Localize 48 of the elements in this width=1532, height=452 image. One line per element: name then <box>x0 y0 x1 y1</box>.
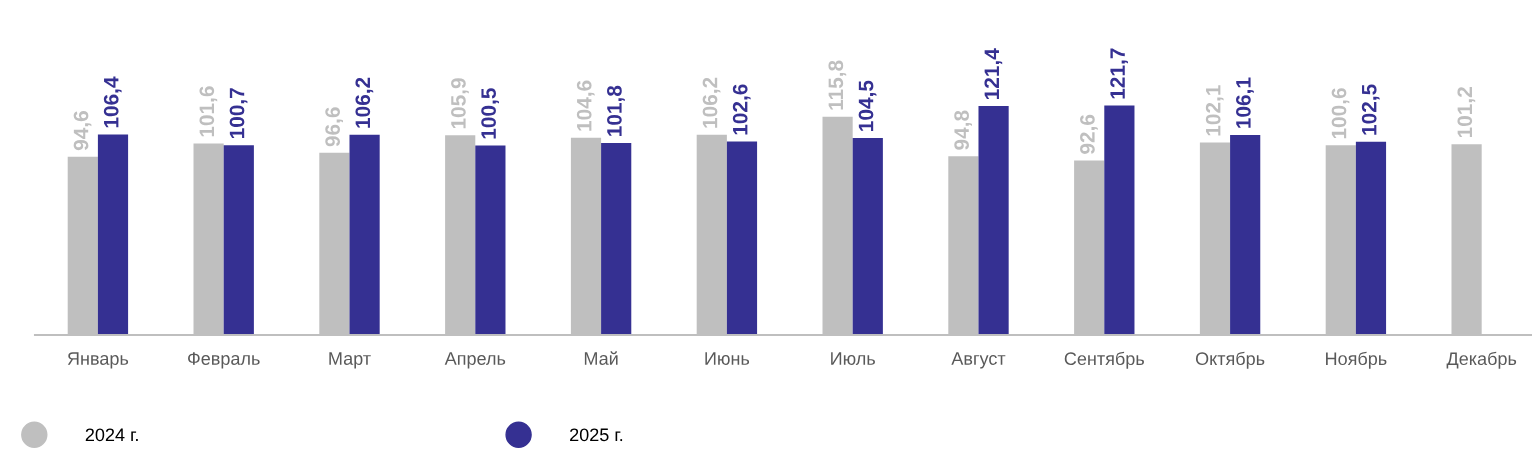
x-tick-label: Август <box>951 352 1006 369</box>
data-label: 102,5 <box>1361 84 1380 135</box>
data-label: 94,6 <box>73 111 92 151</box>
data-label: 96,6 <box>325 107 344 147</box>
data-label: 100,6 <box>1331 88 1350 139</box>
data-label: 102,6 <box>732 84 751 135</box>
bar <box>97 134 129 335</box>
x-tick-label: Февраль <box>188 352 260 369</box>
bar <box>726 141 758 335</box>
data-label: 102,1 <box>1205 85 1224 136</box>
x-tick-label: Декабрь <box>1446 351 1517 369</box>
x-tick-label: Апрель <box>444 352 506 369</box>
x-tick-label: Ноябрь <box>1326 351 1387 369</box>
data-label: 105,9 <box>451 78 469 129</box>
bar <box>852 137 883 335</box>
data-label: 92,6 <box>1080 114 1098 154</box>
bar <box>475 145 506 335</box>
x-tick-label: Март <box>329 352 371 369</box>
bar <box>1104 105 1135 335</box>
legend-label: 2024 г. <box>85 428 138 442</box>
data-label: 104,6 <box>576 80 595 131</box>
data-label: 121,7 <box>1110 48 1128 99</box>
data-label: 101,6 <box>199 86 218 137</box>
x-tick-label: Сентябрь <box>1064 351 1144 369</box>
data-label: 94,8 <box>954 110 972 150</box>
data-label: 101,8 <box>607 85 625 136</box>
bar <box>978 106 1009 335</box>
data-label: 100,7 <box>229 88 248 139</box>
data-label: 106,4 <box>103 76 122 128</box>
x-tick-label: Июль <box>831 352 875 365</box>
data-label: 104,5 <box>858 80 877 131</box>
x-tick-label: Январь <box>67 352 129 369</box>
data-label: 106,2 <box>702 77 721 128</box>
data-label: 115,8 <box>828 60 847 110</box>
bar <box>349 134 380 335</box>
x-tick-label: Май <box>584 351 618 365</box>
data-label: 106,1 <box>1236 77 1254 128</box>
data-label: 100,5 <box>481 88 499 139</box>
legend-label: 2025 г. <box>570 428 623 442</box>
bar <box>1230 134 1261 335</box>
bar <box>601 143 632 335</box>
bar <box>223 145 254 335</box>
data-label: 106,2 <box>355 77 374 128</box>
data-label: 101,2 <box>1457 87 1476 138</box>
bar <box>1355 141 1387 335</box>
x-tick-label: Октябрь <box>1195 351 1265 369</box>
data-label: 121,4 <box>984 48 1003 100</box>
x-tick-label: Июнь <box>705 352 750 365</box>
